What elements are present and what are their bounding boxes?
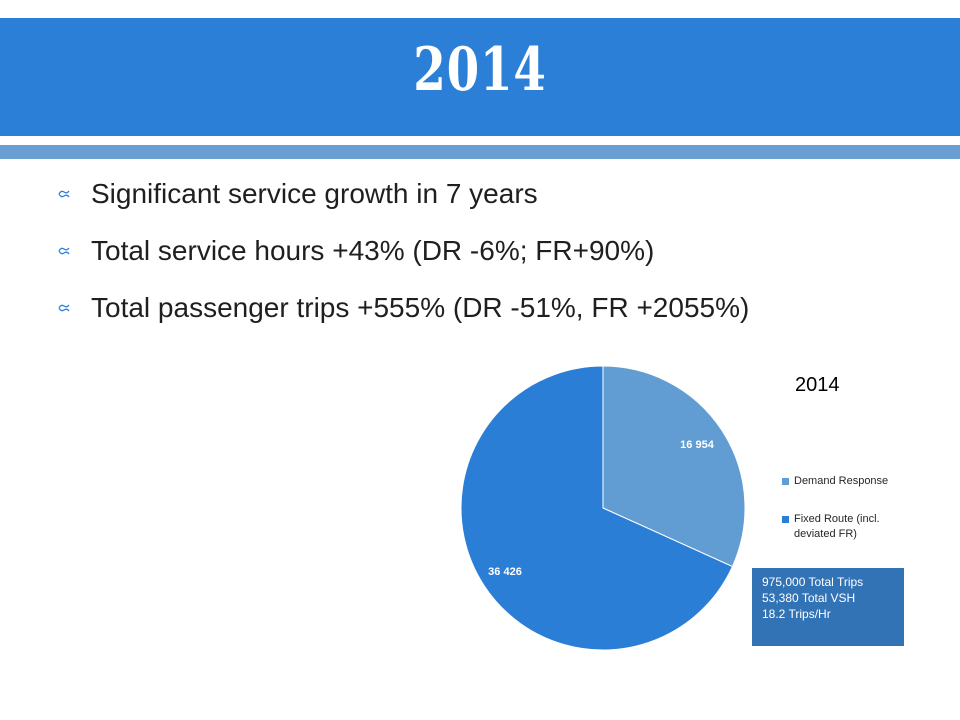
ornate-bullet-icon — [58, 247, 70, 255]
legend-item-fixed-route: Fixed Route (incl. deviated FR) — [782, 512, 922, 542]
legend-item-demand-response: Demand Response — [782, 474, 922, 489]
stats-total-trips: 975,000 Total Trips — [762, 575, 864, 589]
ornate-bullet-icon — [58, 304, 70, 312]
legend-swatch — [782, 516, 789, 523]
legend-label: Fixed Route (incl. deviated FR) — [794, 513, 880, 540]
pie-slice-fixed-route — [460, 365, 734, 651]
pie-slice-demand-response — [602, 365, 746, 568]
title-band — [0, 18, 960, 136]
stats-trips-per-hour: 18.2 Trips/Hr — [762, 607, 831, 621]
legend-label: Demand Response — [794, 475, 889, 487]
pie-data-label: 16 954 — [680, 439, 715, 451]
ornate-bullet-icon — [58, 190, 70, 198]
accent-bar — [0, 145, 960, 159]
stats-box: 975,000 Total Trips 53,380 Total VSH 18.… — [752, 568, 904, 646]
chart-title: 2014 — [795, 374, 840, 396]
pie-slices — [460, 365, 746, 651]
chart-legend: Demand Response Fixed Route (incl. devia… — [782, 474, 922, 565]
bullet-text: Total passenger trips +555% (DR -51%, FR… — [91, 292, 750, 323]
bullet-text: Significant service growth in 7 years — [91, 178, 538, 209]
bullet-text: Total service hours +43% (DR -6%; FR+90%… — [91, 235, 655, 266]
bullet-item-service-hours: Total service hours +43% (DR -6%; FR+90%… — [58, 233, 858, 269]
bullet-item-service-growth: Significant service growth in 7 years — [58, 176, 858, 212]
pie-data-label: 36 426 — [488, 566, 522, 578]
stats-total-vsh: 53,380 Total VSH — [762, 591, 856, 605]
slide-title: 2014 — [413, 35, 547, 105]
legend-swatch — [782, 478, 789, 485]
pie-data-labels: 16 954 36 426 — [488, 439, 715, 578]
bullet-item-passenger-trips: Total passenger trips +555% (DR -51%, FR… — [58, 290, 858, 326]
bullet-list: Significant service growth in 7 years To… — [58, 176, 858, 347]
